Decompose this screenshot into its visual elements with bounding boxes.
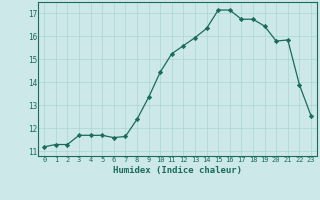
X-axis label: Humidex (Indice chaleur): Humidex (Indice chaleur) [113, 166, 242, 175]
